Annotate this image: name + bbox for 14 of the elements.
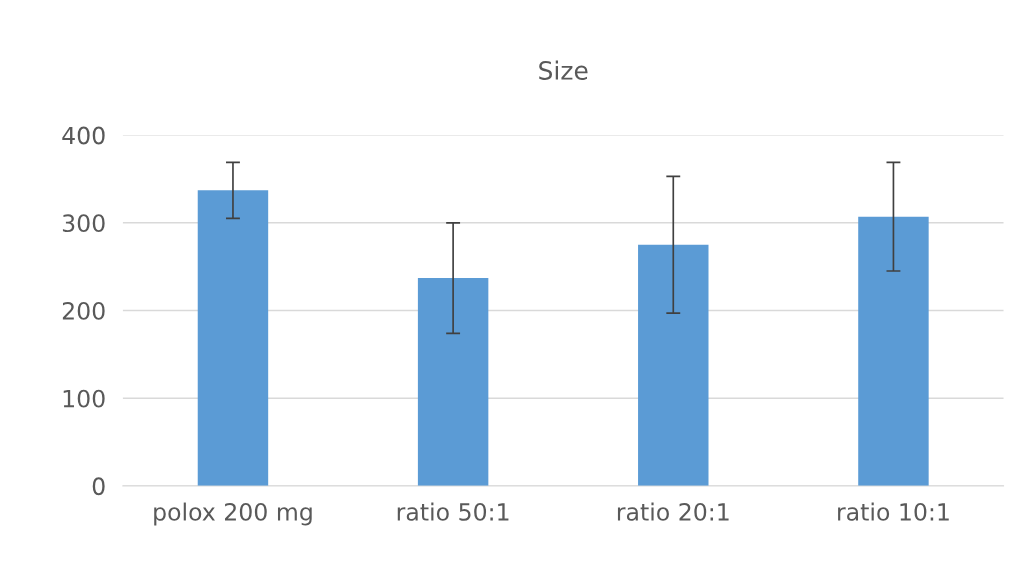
y-tick-label: 400 (62, 126, 105, 145)
bar (858, 216, 929, 486)
x-tick-label: ratio 10:1 (838, 502, 949, 521)
x-tick-label: ratio 20:1 (617, 502, 729, 521)
bar (417, 278, 489, 486)
bar (638, 244, 709, 486)
y-tick-label: 200 (62, 301, 105, 320)
x-tick-label: polox 200 mg (154, 502, 312, 526)
y-tick-label: 100 (63, 389, 105, 408)
y-tick-label: 300 (62, 214, 105, 233)
y-tick-label: 0 (92, 477, 105, 496)
x-tick-label: ratio 50:1 (397, 502, 509, 521)
bar (197, 190, 269, 486)
chart-title: Size (539, 60, 588, 80)
